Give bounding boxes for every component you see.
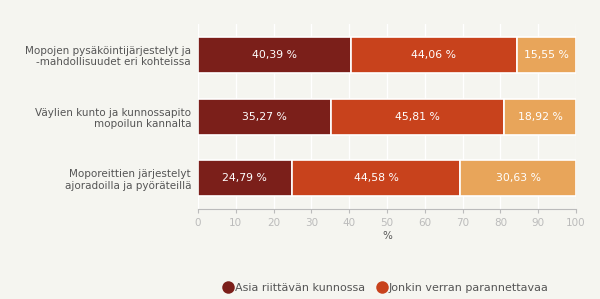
Text: 24,79 %: 24,79 % <box>223 173 267 183</box>
Bar <box>505 99 576 135</box>
Text: 18,92 %: 18,92 % <box>518 112 563 122</box>
Bar <box>198 161 292 196</box>
Bar <box>331 99 505 135</box>
Bar <box>198 99 331 135</box>
X-axis label: %: % <box>382 231 392 241</box>
Text: 44,58 %: 44,58 % <box>353 173 398 183</box>
Bar <box>350 37 517 73</box>
Text: 44,06 %: 44,06 % <box>412 50 457 60</box>
Text: 40,39 %: 40,39 % <box>252 50 297 60</box>
Text: 30,63 %: 30,63 % <box>496 173 541 183</box>
Bar <box>517 37 576 73</box>
Bar <box>292 161 460 196</box>
Text: 15,55 %: 15,55 % <box>524 50 569 60</box>
Text: 35,27 %: 35,27 % <box>242 112 287 122</box>
Bar <box>460 161 576 196</box>
Text: 45,81 %: 45,81 % <box>395 112 440 122</box>
Bar <box>198 37 350 73</box>
